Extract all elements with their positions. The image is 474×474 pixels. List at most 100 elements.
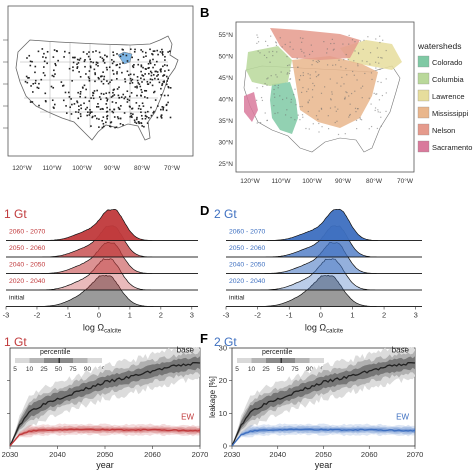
sample-point: [326, 64, 329, 66]
sample-point: [101, 119, 104, 122]
sample-point: [94, 72, 96, 74]
sample-point: [75, 111, 77, 113]
sample-point: [109, 125, 112, 128]
ridge-label: 2020 - 2040: [229, 278, 266, 285]
sample-point: [124, 80, 127, 83]
sample-point: [359, 40, 362, 42]
sample-point: [130, 115, 133, 117]
sample-point: [147, 110, 149, 113]
sample-point: [311, 96, 314, 98]
lon-tick-label: 100°W: [72, 164, 92, 172]
lon-tick-label: 70°W: [397, 177, 414, 185]
sample-point: [362, 85, 364, 87]
panel-b: 55°N 50°N 45°N 40°N 35°N 30°N 25°N 120°W 110°W 10…: [218, 21, 472, 185]
sample-point: [290, 101, 292, 103]
sample-point: [124, 96, 127, 98]
x-tick-label: -1: [65, 311, 72, 320]
sample-point: [146, 122, 149, 124]
sample-point: [126, 98, 129, 101]
sample-point: [166, 80, 168, 82]
legend-label: Mississippi: [432, 109, 469, 118]
sample-point: [109, 81, 111, 83]
sample-point: [354, 107, 357, 109]
sample-point: [289, 41, 291, 43]
sample-point: [140, 77, 142, 80]
sample-point: [349, 103, 351, 105]
series-label: base: [177, 346, 195, 355]
sample-point: [308, 53, 311, 56]
sample-point: [161, 106, 164, 108]
sample-point: [315, 76, 318, 78]
sample-point: [98, 96, 101, 98]
sample-point: [378, 62, 380, 64]
sample-point: [64, 50, 66, 53]
sample-point: [140, 64, 143, 67]
sample-point: [53, 69, 55, 72]
sample-point: [108, 125, 111, 127]
sample-point: [102, 58, 105, 61]
sample-point: [385, 110, 387, 113]
sample-point: [109, 108, 111, 111]
sample-point: [131, 78, 134, 81]
sample-point: [113, 60, 115, 63]
sample-point: [122, 124, 124, 126]
sample-point: [257, 50, 259, 52]
sample-point: [264, 82, 266, 85]
sample-point: [38, 104, 40, 107]
y-tick-label: 0: [223, 442, 227, 451]
sample-point: [83, 102, 85, 105]
sample-point: [138, 105, 141, 107]
sample-point: [376, 127, 378, 130]
sample-point: [76, 101, 79, 104]
sample-point: [301, 91, 303, 94]
sample-point: [31, 60, 33, 63]
sample-point: [116, 53, 118, 55]
sample-point: [132, 66, 135, 69]
sample-point: [318, 73, 320, 76]
sample-point: [275, 44, 278, 47]
legend-label: Colorado: [432, 58, 462, 67]
sample-point: [123, 97, 126, 100]
sample-point: [290, 98, 292, 101]
sample-point: [152, 74, 155, 76]
percentile-tick-label: 5: [235, 366, 239, 373]
sample-point: [157, 73, 159, 76]
sample-point: [165, 104, 168, 107]
sample-point: [92, 51, 94, 53]
series-label: EW: [396, 413, 409, 422]
sample-point: [301, 105, 303, 108]
sample-point: [133, 50, 136, 53]
sample-point: [266, 78, 268, 80]
sample-point: [382, 39, 384, 41]
sample-point: [308, 128, 310, 130]
sample-point: [84, 65, 86, 68]
sample-point: [306, 90, 308, 93]
sample-point: [40, 78, 43, 81]
ridge-label: 2040 - 2050: [9, 262, 46, 269]
sample-point: [79, 75, 82, 78]
percentile-title: percentile: [40, 349, 70, 356]
sample-point: [72, 66, 74, 68]
sample-point: [361, 60, 363, 62]
lon-tick-label: 70°W: [164, 164, 181, 172]
x-tick-label: 2050: [315, 450, 332, 459]
sample-point: [78, 59, 81, 61]
sample-point: [151, 84, 154, 87]
legend-swatch: [417, 123, 430, 136]
lat-tick-label: 35°N: [218, 117, 233, 125]
x-tick-label: -2: [34, 311, 41, 320]
sample-point: [289, 78, 291, 80]
sample-point: [307, 88, 309, 90]
sample-point: [92, 94, 94, 97]
x-tick-label: 1: [350, 311, 354, 320]
density-ridge: [6, 208, 198, 241]
sample-point: [140, 114, 143, 117]
sample-point: [106, 106, 108, 109]
sample-point: [90, 125, 92, 127]
sample-point: [142, 105, 145, 107]
sample-point: [266, 57, 268, 59]
sample-point: [105, 66, 108, 69]
sample-point: [46, 62, 48, 65]
sample-point: [379, 68, 381, 70]
sample-point: [142, 66, 144, 69]
